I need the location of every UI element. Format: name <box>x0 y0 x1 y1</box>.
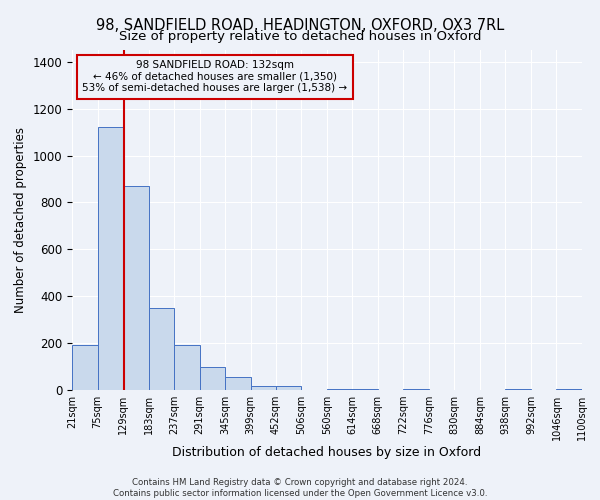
Bar <box>505 389 531 390</box>
Bar <box>276 386 301 390</box>
Bar <box>174 346 200 390</box>
Y-axis label: Number of detached properties: Number of detached properties <box>14 127 27 313</box>
Text: 98 SANDFIELD ROAD: 132sqm
← 46% of detached houses are smaller (1,350)
53% of se: 98 SANDFIELD ROAD: 132sqm ← 46% of detac… <box>82 60 347 94</box>
Bar <box>200 366 225 390</box>
Bar <box>251 386 276 390</box>
Text: 98, SANDFIELD ROAD, HEADINGTON, OXFORD, OX3 7RL: 98, SANDFIELD ROAD, HEADINGTON, OXFORD, … <box>96 18 504 32</box>
Bar <box>98 128 123 390</box>
Bar <box>352 389 378 390</box>
Bar <box>225 377 251 390</box>
Text: Size of property relative to detached houses in Oxford: Size of property relative to detached ho… <box>119 30 481 43</box>
Bar <box>72 346 98 390</box>
Bar <box>327 389 352 390</box>
Text: Contains HM Land Registry data © Crown copyright and database right 2024.
Contai: Contains HM Land Registry data © Crown c… <box>113 478 487 498</box>
Bar <box>556 389 582 390</box>
Bar <box>403 389 429 390</box>
Bar <box>149 308 174 390</box>
Bar <box>123 186 149 390</box>
X-axis label: Distribution of detached houses by size in Oxford: Distribution of detached houses by size … <box>172 446 482 458</box>
